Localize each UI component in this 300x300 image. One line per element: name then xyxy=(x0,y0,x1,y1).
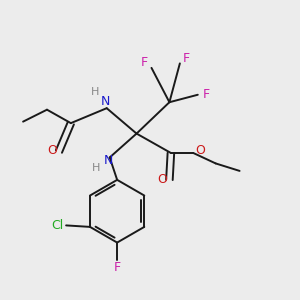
Text: F: F xyxy=(140,56,148,69)
Text: H: H xyxy=(92,163,100,173)
Text: O: O xyxy=(195,144,205,157)
Text: F: F xyxy=(203,88,210,101)
Text: O: O xyxy=(47,143,57,157)
Text: N: N xyxy=(103,154,113,167)
Text: F: F xyxy=(182,52,189,64)
Text: H: H xyxy=(91,87,99,97)
Text: N: N xyxy=(100,95,110,108)
Text: O: O xyxy=(157,173,167,186)
Text: Cl: Cl xyxy=(52,219,64,232)
Text: F: F xyxy=(114,261,121,274)
